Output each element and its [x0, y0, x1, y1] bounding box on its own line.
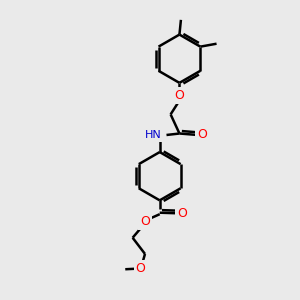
Text: O: O	[136, 262, 146, 275]
Text: O: O	[175, 89, 184, 102]
Text: HN: HN	[144, 130, 161, 140]
Text: O: O	[140, 215, 150, 228]
Text: O: O	[177, 207, 187, 220]
Text: O: O	[197, 128, 207, 142]
